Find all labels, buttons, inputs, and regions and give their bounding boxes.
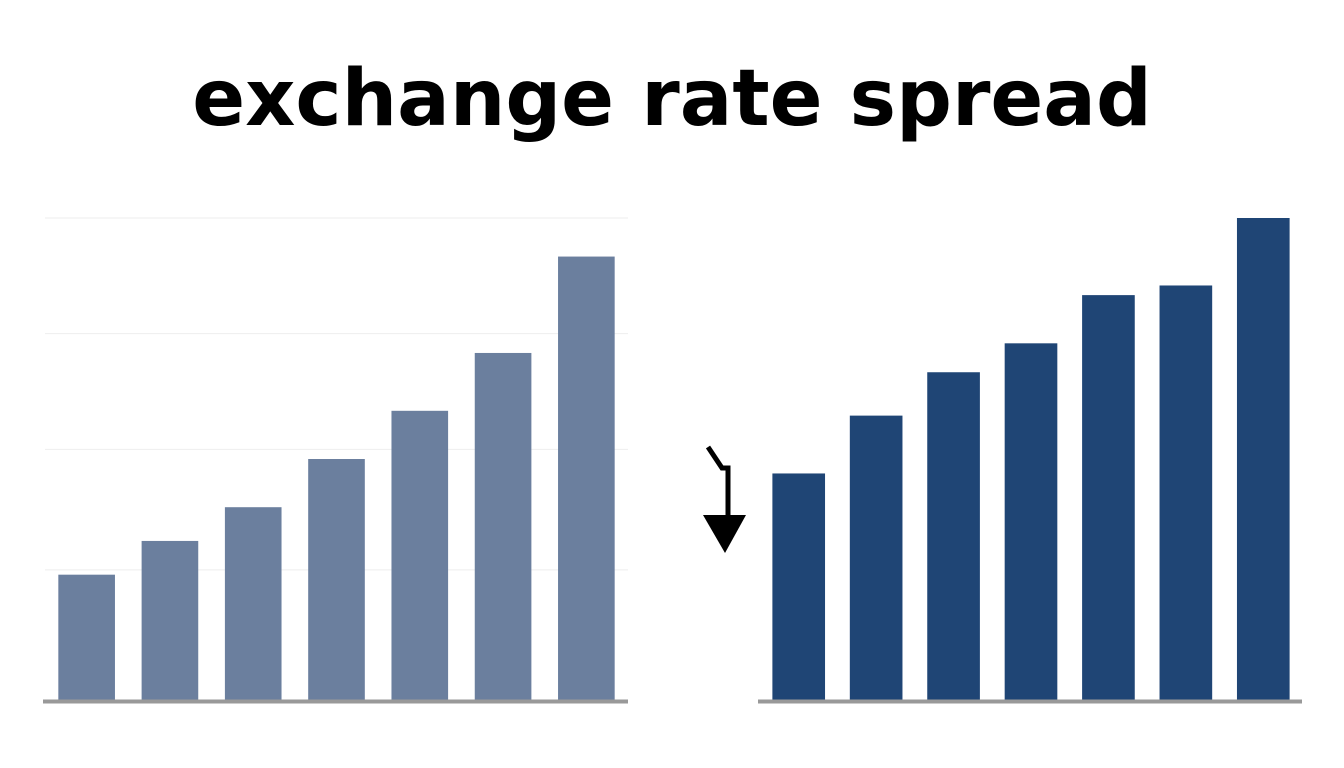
bar bbox=[391, 410, 449, 700]
bar bbox=[849, 415, 903, 700]
arrow bbox=[703, 445, 746, 553]
bar bbox=[58, 574, 115, 700]
bar bbox=[141, 540, 199, 700]
bar bbox=[927, 372, 980, 700]
bar bbox=[558, 256, 615, 700]
bar bbox=[1004, 343, 1058, 700]
title: exchange rate spread bbox=[192, 54, 1152, 144]
bar bbox=[474, 352, 532, 700]
bar bbox=[1236, 218, 1290, 700]
bar bbox=[1159, 285, 1213, 700]
bar bbox=[224, 507, 282, 700]
bar bbox=[308, 459, 365, 700]
bar bbox=[772, 473, 826, 700]
bar bbox=[1082, 295, 1135, 700]
